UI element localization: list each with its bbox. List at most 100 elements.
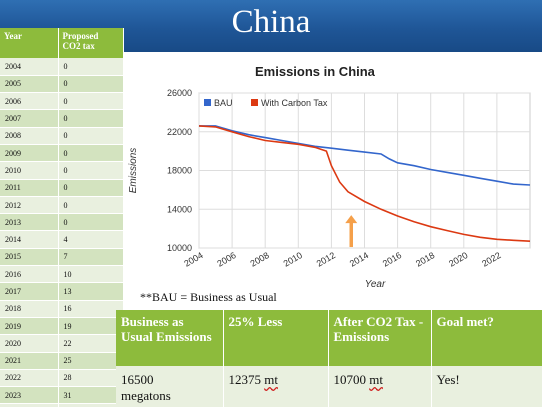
goal-met-header: Goal met? [431, 310, 542, 366]
year-table-row: 2009 0 [0, 144, 124, 163]
tax-cell: 22 [58, 334, 124, 353]
year-table-row: 2018 16 [0, 300, 124, 318]
tax-cell: 0 [58, 196, 124, 215]
year-table-row: 2015 7 [0, 248, 124, 267]
x-tick-label: 2012 [315, 250, 337, 269]
annotation-arrow [345, 215, 358, 248]
tax-cell: 0 [58, 127, 124, 145]
y-tick-label: 26000 [167, 88, 192, 98]
tax-cell: 31 [58, 386, 124, 405]
after-tax-unit: mt [369, 372, 383, 387]
legend-swatch [204, 99, 211, 106]
x-tick-label: 2022 [480, 250, 502, 269]
year-table-body: 2004 0 2005 0 2006 0 2007 0 2008 0 2009 0 2010 0 2011 0… [0, 58, 124, 407]
y-axis-label: Emissions [128, 148, 139, 194]
goal-table-header-row: Business as Usual Emissions 25% Less Aft… [116, 310, 542, 366]
bau-emissions-value: 16500 [121, 372, 154, 387]
year-cell: 2015 [0, 248, 59, 267]
tax-cell: 0 [58, 179, 124, 197]
x-tick-label: 2010 [282, 250, 304, 269]
less-25-value: 12375 [228, 372, 262, 387]
year-table-row: 2012 0 [0, 196, 124, 215]
tax-cell: 13 [58, 282, 124, 301]
y-tick-label: 10000 [167, 243, 192, 253]
year-cell: 2011 [0, 179, 59, 197]
bau-emissions-cell: 16500 megatons [116, 366, 224, 407]
x-axis-label: Year [365, 279, 386, 290]
year-table-row: 2019 19 [0, 317, 124, 336]
bau-emissions-header: Business as Usual Emissions [116, 310, 224, 366]
year-cell: 2024 [0, 403, 59, 407]
year-cell: 2023 [0, 386, 59, 405]
year-cell: 2014 [0, 230, 59, 249]
year-table-row: 2016 10 [0, 265, 124, 284]
year-tax-table: Year Proposed CO2 tax 2004 0 2005 0 2006 0 200… [0, 28, 124, 407]
bau-emissions-unit: megatons [121, 388, 171, 403]
year-table-row: 2023 31 [0, 386, 124, 405]
year-cell: 2010 [0, 161, 59, 180]
year-cell: 2020 [0, 334, 59, 353]
after-tax-cell: 10700 mt [328, 366, 432, 407]
year-table-row: 2020 22 [0, 334, 124, 353]
tax-cell: 10 [58, 265, 124, 284]
tax-cell: 7 [58, 248, 124, 267]
arrow-head [345, 215, 358, 224]
year-table-header-row: Year Proposed CO2 tax [0, 28, 124, 58]
goal-met-cell: Yes! [431, 366, 542, 407]
legend-label: BAU [214, 98, 233, 108]
tax-cell: 0 [58, 213, 124, 232]
tax-cell: 16 [58, 300, 124, 318]
year-cell: 2021 [0, 352, 59, 370]
year-table-row: 2007 0 [0, 109, 124, 128]
series-line-with-carbon-tax [198, 125, 531, 242]
emissions-chart: Emissions in China 10000 14000 18000 22000 2… [128, 64, 531, 290]
x-tick-labels: 2004 2006 2008 2010 2012 2014 2016 2018 2020 2022 [182, 250, 502, 269]
year-table-row: 2011 0 [0, 179, 124, 197]
year-table-row: 2005 0 [0, 75, 124, 94]
x-tick-label: 2016 [381, 250, 403, 269]
tax-cell: 0 [58, 58, 124, 76]
x-tick-label: 2018 [414, 250, 436, 269]
after-tax-value: 10700 [333, 372, 367, 387]
chart-legend: BAU With Carbon Tax [204, 98, 328, 108]
year-table-row: 2004 0 [0, 58, 124, 76]
year-table-row: 2006 0 [0, 92, 124, 111]
tax-cell: 0 [58, 75, 124, 94]
after-tax-header: After CO2 Tax - Emissions [328, 310, 432, 366]
chart-series [198, 125, 531, 242]
year-table-row: 2022 28 [0, 369, 124, 388]
year-table-row: 2017 13 [0, 282, 124, 301]
less-25-header: 25% Less [223, 310, 329, 366]
chart-title: Emissions in China [255, 64, 376, 79]
goal-table-row: 16500 megatons 12375 mt 10700 mt Yes! [116, 366, 542, 407]
y-tick-label: 22000 [167, 127, 192, 137]
tax-cell: 0 [58, 92, 124, 111]
year-cell: 2019 [0, 317, 59, 336]
legend-label: With Carbon Tax [261, 98, 328, 108]
year-cell: 2012 [0, 196, 59, 215]
tax-cell: 28 [58, 369, 124, 388]
year-cell: 2004 [0, 58, 59, 76]
tax-cell: 0 [58, 144, 124, 163]
x-tick-label: 2020 [447, 250, 469, 269]
year-cell: 2016 [0, 265, 59, 284]
y-tick-labels: 10000 14000 18000 22000 26000 [167, 88, 192, 253]
tax-cell: 19 [58, 317, 124, 336]
x-tick-label: 2006 [215, 250, 237, 269]
year-table-row: 2010 0 [0, 161, 124, 180]
year-cell: 2009 [0, 144, 59, 163]
year-table-row: 2021 25 [0, 352, 124, 370]
less-25-cell: 12375 mt [223, 366, 329, 407]
year-cell: 2005 [0, 75, 59, 94]
x-tick-label: 2008 [249, 250, 271, 269]
bau-footnote: **BAU = Business as Usual [140, 290, 277, 304]
legend-swatch [251, 99, 258, 106]
year-table-row: 2008 0 [0, 127, 124, 145]
year-table-row: 2013 0 [0, 213, 124, 232]
tax-cell: 25 [58, 352, 124, 370]
chart-gridlines [198, 92, 531, 249]
tax-cell: 4 [58, 230, 124, 249]
page-title: China [231, 4, 311, 40]
year-cell: 2006 [0, 92, 59, 111]
x-tick-label: 2014 [348, 250, 370, 269]
